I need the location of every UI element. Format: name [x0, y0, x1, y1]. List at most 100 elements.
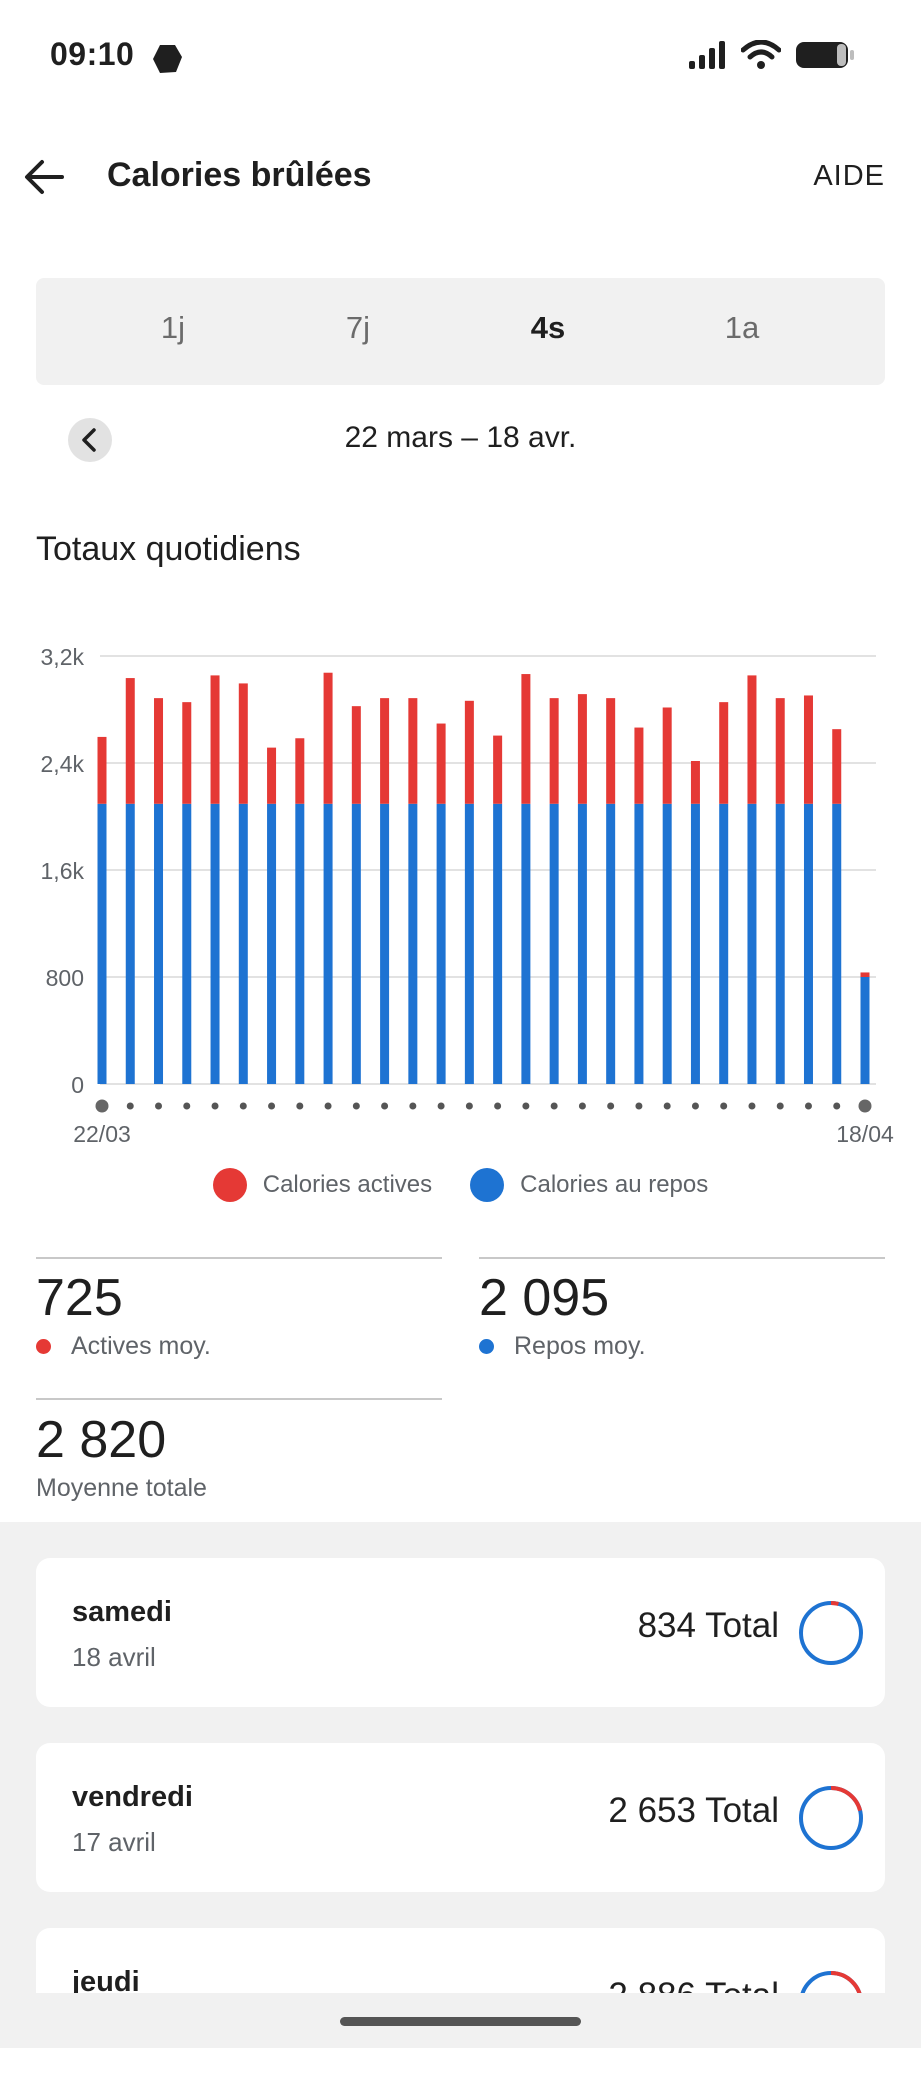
x-tick-dot [437, 1102, 445, 1110]
day-list: samedi 18 avril 834 Total vendredi 17 av… [0, 1522, 921, 2077]
bar-active [351, 706, 361, 804]
tab-1-day[interactable]: 1j [160, 310, 186, 345]
help-button[interactable]: AIDE [813, 160, 885, 192]
tab-1-year[interactable]: 1a [724, 310, 760, 345]
x-tick-label: 18/04 [836, 1121, 894, 1147]
bar-active [323, 672, 333, 804]
bar-active [210, 675, 220, 804]
bar-active [803, 695, 813, 804]
legend-rest-swatch [470, 1168, 505, 1202]
x-tick-dot [858, 1099, 872, 1113]
calorie-ring-icon [799, 1601, 863, 1665]
x-tick-dot [95, 1099, 109, 1113]
divider [36, 1257, 442, 1259]
previous-period-button[interactable] [68, 418, 112, 462]
bar-rest [521, 803, 531, 1084]
bar-rest [351, 803, 361, 1084]
bar-active [690, 760, 700, 804]
divider [36, 1398, 442, 1400]
date-range: 22 mars – 18 avr. [344, 421, 577, 454]
bar-active [521, 674, 531, 804]
x-tick-dot [465, 1102, 473, 1110]
legend-rest-label: Calories au repos [520, 1171, 709, 1198]
wifi-icon [741, 40, 781, 69]
bar-active [238, 683, 248, 804]
tab-4-weeks[interactable]: 4s [530, 310, 566, 345]
bar-rest [832, 803, 842, 1084]
bar-rest [267, 803, 277, 1084]
bar-rest [464, 803, 474, 1084]
x-tick-dot [296, 1102, 304, 1110]
x-tick-dot [211, 1102, 219, 1110]
x-tick-label: 22/03 [73, 1121, 131, 1147]
status-time: 09:10 [50, 36, 135, 72]
rest-average-stat: 2 095 Repos moy. [479, 1268, 646, 1361]
calorie-ring-icon [799, 1786, 863, 1850]
bar-active [97, 736, 107, 804]
x-tick-dot [183, 1102, 191, 1110]
x-tick-dot [607, 1102, 615, 1110]
day-card-friday[interactable]: vendredi 17 avril 2 653 Total [36, 1743, 885, 1892]
x-tick-dot [324, 1102, 332, 1110]
x-tick-dot [578, 1102, 586, 1110]
back-button[interactable] [22, 155, 66, 199]
ring-active [799, 1786, 863, 1850]
total-average-label: Moyenne totale [36, 1474, 207, 1502]
chevron-left-icon [82, 428, 96, 452]
bar-active [634, 727, 644, 804]
bar-rest [803, 803, 813, 1084]
x-tick-dot [381, 1102, 389, 1110]
x-tick-dot [409, 1102, 417, 1110]
bar-rest [408, 803, 418, 1084]
bar-active [380, 698, 390, 804]
battery-icon [796, 42, 854, 68]
x-tick-dot [550, 1102, 558, 1110]
x-tick-dot [776, 1102, 784, 1110]
bar-rest [182, 803, 192, 1084]
ring-active [799, 1601, 863, 1665]
bar-active [295, 738, 305, 804]
x-tick-dot [833, 1102, 841, 1110]
x-tick-dot [522, 1102, 530, 1110]
bar-active [606, 698, 616, 804]
legend-item-rest: Calories au repos [470, 1168, 708, 1202]
bar-rest [690, 803, 700, 1084]
day-card-saturday[interactable]: samedi 18 avril 834 Total [36, 1558, 885, 1707]
bar-active [719, 702, 729, 804]
bar-active [408, 698, 418, 804]
bar-rest [860, 977, 870, 1084]
day-date: 17 avril [72, 1827, 156, 1857]
status-icons [687, 40, 855, 70]
active-average-label: Actives moy. [71, 1332, 211, 1360]
home-indicator[interactable] [340, 2017, 581, 2026]
active-average-value: 725 [36, 1269, 123, 1327]
notification-icon [150, 42, 184, 81]
bar-active [549, 698, 559, 804]
bar-active [775, 698, 785, 804]
bar-active [125, 678, 135, 804]
arrow-left-icon [25, 160, 64, 194]
bar-rest [323, 803, 333, 1084]
active-average-stat: 725 Actives moy. [36, 1268, 211, 1361]
bar-rest [634, 803, 644, 1084]
period-selector: 1j 7j 4s 1a [36, 278, 885, 385]
bar-rest [154, 803, 164, 1084]
divider [479, 1257, 885, 1259]
active-dot [36, 1339, 51, 1354]
x-tick-dot [804, 1102, 812, 1110]
day-date: 18 avril [72, 1642, 156, 1672]
bar-active [154, 698, 164, 804]
bar-rest [436, 803, 446, 1084]
x-tick-dot [663, 1102, 671, 1110]
bar-active [182, 702, 192, 804]
rest-average-label: Repos moy. [514, 1332, 646, 1360]
day-name: vendredi [72, 1781, 193, 1813]
y-tick-label: 800 [46, 965, 84, 991]
y-tick-label: 0 [71, 1072, 84, 1098]
bar-rest [380, 803, 390, 1084]
bar-active [436, 723, 446, 804]
bar-active [747, 675, 757, 804]
bar-active [464, 700, 474, 804]
bar-rest [97, 803, 107, 1084]
tab-7-days[interactable]: 7j [345, 310, 371, 345]
